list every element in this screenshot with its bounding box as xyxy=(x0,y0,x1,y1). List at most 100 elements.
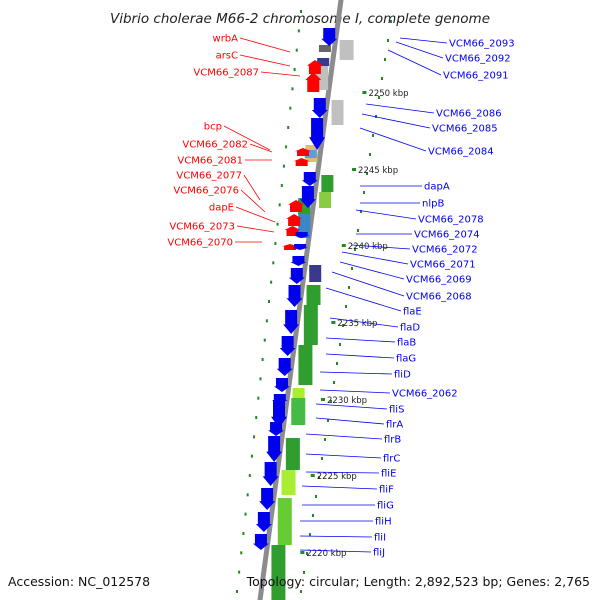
cds-block xyxy=(304,150,317,158)
gene-label: VCM66_2071 xyxy=(410,260,476,271)
gene-label: VCM66_2069 xyxy=(406,275,472,286)
leader-line xyxy=(305,453,382,459)
gene-label: VCM66_2082 xyxy=(182,140,248,151)
gene-label: fliI xyxy=(374,533,386,544)
forward-gene-arrow xyxy=(271,400,287,428)
forward-gene-arrow xyxy=(292,244,309,250)
topology-summary: Topology: circular; Length: 2,892,523 bp… xyxy=(246,574,590,589)
gene-label: dapE xyxy=(209,203,234,214)
forward-gene-arrow xyxy=(273,378,290,392)
kbp-tick xyxy=(310,474,315,477)
gene-label: VCM66_2086 xyxy=(436,109,502,120)
accession-label: Accession: NC_012578 xyxy=(8,574,151,589)
gene-label: fliJ xyxy=(373,548,385,559)
leader-line xyxy=(319,389,391,394)
cds-block xyxy=(291,398,306,425)
forward-gene-arrow xyxy=(290,256,307,266)
guide-ring-left xyxy=(236,10,302,593)
leader-line xyxy=(239,54,291,67)
gene-label: VCM66_2062 xyxy=(392,389,458,400)
gene-tracks: 2250 kbp 2245 kbp 2240 kbp 2235 kbp 2230 kbp… xyxy=(236,0,409,600)
leader-line xyxy=(395,41,444,59)
kbp-tick-label: 2220 kbp xyxy=(306,549,346,559)
forward-gene-arrow xyxy=(299,186,316,208)
forward-gene-arrow xyxy=(255,512,272,532)
gene-label: VCM66_2070 xyxy=(167,238,233,249)
cds-block xyxy=(292,388,305,398)
forward-gene-arrow xyxy=(321,28,338,46)
leader-line xyxy=(235,206,276,223)
forward-gene-arrow xyxy=(311,98,328,118)
forward-gene-arrow xyxy=(283,310,300,334)
cds-block xyxy=(317,58,330,66)
leader-line xyxy=(249,143,273,153)
leader-line xyxy=(387,49,442,76)
leader-line xyxy=(315,403,388,410)
gene-label: flrA xyxy=(386,420,403,431)
cds-block xyxy=(321,175,334,192)
leader-line xyxy=(399,37,448,44)
gene-label: VCM66_2085 xyxy=(432,124,498,135)
gene-label: bcp xyxy=(204,122,222,133)
kbp-tick-label: 2250 kbp xyxy=(368,89,408,99)
kbp-tick-label: 2235 kbp xyxy=(337,319,377,329)
gene-label: fliG xyxy=(377,501,394,512)
leader-line xyxy=(240,189,266,213)
gene-label: flaG xyxy=(396,354,416,365)
leader-line xyxy=(223,125,271,151)
forward-gene-arrow xyxy=(266,436,283,462)
gene-label: flaE xyxy=(403,307,422,318)
gene-label: VCM66_2092 xyxy=(445,54,511,65)
leader-line xyxy=(331,271,405,297)
gene-label: fliS xyxy=(389,405,404,416)
reverse-gene-arrow xyxy=(288,200,304,212)
cds-block xyxy=(319,192,332,208)
forward-gene-arrow xyxy=(301,172,318,186)
leader-line xyxy=(236,225,275,233)
leader-line xyxy=(301,485,378,490)
gene-label: dapA xyxy=(424,182,450,193)
forward-gene-arrow xyxy=(293,232,310,238)
leader-line xyxy=(305,471,380,474)
kbp-tick xyxy=(331,321,336,324)
cds-block xyxy=(318,45,331,52)
leader-line xyxy=(325,353,395,359)
reverse-gene-arrow xyxy=(286,214,303,226)
cds-block xyxy=(271,545,286,600)
leader-line xyxy=(365,103,435,114)
kbp-tick xyxy=(341,244,346,247)
gene-label: VCM66_2077 xyxy=(176,171,242,182)
gene-label: VCM66_2084 xyxy=(428,147,494,158)
map-title: Vibrio cholerae M66-2 chromosome I, comp… xyxy=(110,11,490,27)
cds-block xyxy=(309,265,322,282)
gene-label: nlpB xyxy=(422,199,444,210)
gene-label: fliH xyxy=(375,517,392,528)
leader-line xyxy=(329,317,399,328)
gene-label: VCM66_2091 xyxy=(443,71,509,82)
reverse-gene-arrow xyxy=(295,148,312,156)
leader-line xyxy=(305,433,383,440)
kbp-tick xyxy=(321,398,325,401)
gene-label: fliF xyxy=(379,485,394,496)
leader-line xyxy=(299,549,372,553)
leader-line xyxy=(325,337,396,343)
cds-block xyxy=(303,305,318,345)
gene-label: fliE xyxy=(381,469,396,480)
leader-line xyxy=(341,251,409,265)
forward-gene-arrow xyxy=(276,358,293,376)
cds-block xyxy=(285,438,300,470)
leader-line xyxy=(339,261,405,280)
kbp-tick-label: 2240 kbp xyxy=(348,242,388,252)
gene-label: VCM66_2078 xyxy=(418,215,484,226)
cds-block xyxy=(281,470,296,495)
leader-line xyxy=(260,71,301,77)
kbp-tick xyxy=(352,168,357,171)
forward-gene-arrow xyxy=(259,488,276,510)
leader-line xyxy=(319,371,393,375)
cds-block xyxy=(331,100,344,125)
leader-line xyxy=(359,127,427,152)
forward-gene-arrow xyxy=(309,118,326,150)
leader-line xyxy=(325,287,402,312)
cds-block xyxy=(277,498,292,545)
forward-gene-arrow xyxy=(262,462,279,486)
